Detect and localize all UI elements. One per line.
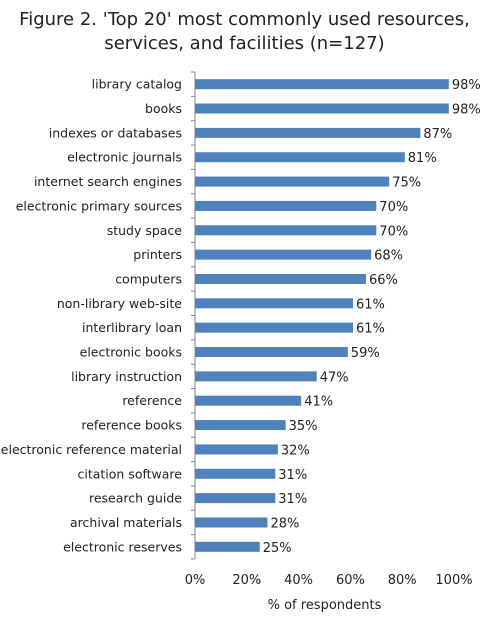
bar bbox=[195, 127, 421, 138]
bar bbox=[195, 298, 353, 309]
category-label: research guide bbox=[89, 491, 182, 506]
data-label: 28% bbox=[271, 516, 300, 531]
x-tick-label: 0% bbox=[185, 573, 206, 588]
bar bbox=[195, 468, 276, 479]
x-tick-label: 60% bbox=[336, 573, 365, 588]
bar bbox=[195, 541, 260, 552]
data-label: 35% bbox=[289, 419, 318, 434]
data-label: 98% bbox=[452, 78, 481, 93]
bar bbox=[195, 273, 366, 284]
x-tick-label: 80% bbox=[388, 573, 417, 588]
chart-title-line-1: Figure 2. 'Top 20' most commonly used re… bbox=[19, 9, 470, 30]
x-tick-label: 20% bbox=[232, 573, 261, 588]
bar bbox=[195, 371, 317, 382]
data-label: 61% bbox=[356, 322, 385, 337]
data-label: 47% bbox=[320, 370, 349, 385]
data-label: 81% bbox=[408, 151, 437, 166]
category-label: archival materials bbox=[70, 515, 182, 530]
category-label: indexes or databases bbox=[49, 125, 182, 140]
category-label: books bbox=[145, 101, 182, 116]
category-label: electronic books bbox=[80, 345, 182, 360]
data-label: 61% bbox=[356, 297, 385, 312]
x-axis-label: % of respondents bbox=[268, 598, 382, 613]
category-label: electronic primary sources bbox=[16, 198, 182, 213]
bar bbox=[195, 322, 353, 333]
data-label: 68% bbox=[374, 249, 403, 264]
bar bbox=[195, 249, 372, 260]
category-label: non-library web-site bbox=[57, 296, 182, 311]
data-label: 66% bbox=[369, 273, 398, 288]
data-label: 25% bbox=[263, 541, 292, 556]
data-label: 70% bbox=[379, 224, 408, 239]
category-label: citation software bbox=[77, 466, 182, 481]
bar bbox=[195, 152, 405, 163]
x-tick-label: 100% bbox=[435, 573, 472, 588]
bar bbox=[195, 420, 286, 431]
category-label: library catalog bbox=[92, 77, 182, 92]
category-label: electronic journals bbox=[67, 150, 182, 165]
bar bbox=[195, 103, 449, 114]
data-label: 75% bbox=[392, 176, 421, 191]
data-label: 31% bbox=[278, 492, 307, 507]
chart-title: Figure 2. 'Top 20' most commonly used re… bbox=[0, 8, 489, 56]
category-label: interlibrary loan bbox=[82, 320, 182, 335]
bar bbox=[195, 347, 348, 358]
data-label: 41% bbox=[304, 395, 333, 410]
data-label: 70% bbox=[379, 200, 408, 215]
data-label: 59% bbox=[351, 346, 380, 361]
category-label: computers bbox=[115, 271, 182, 286]
category-label: library instruction bbox=[71, 369, 182, 384]
data-label: 87% bbox=[423, 127, 452, 142]
bar bbox=[195, 79, 449, 90]
chart-title-line-2: services, and facilities (n=127) bbox=[104, 33, 385, 54]
bar bbox=[195, 444, 278, 455]
bar bbox=[195, 395, 302, 406]
category-label: electronic reference material bbox=[1, 442, 182, 457]
data-label: 98% bbox=[452, 103, 481, 118]
bar bbox=[195, 200, 377, 211]
category-label: reference books bbox=[81, 418, 182, 433]
category-label: study space bbox=[107, 223, 183, 238]
data-label: 31% bbox=[278, 468, 307, 483]
bar bbox=[195, 225, 377, 236]
bar bbox=[195, 176, 390, 187]
category-label: reference bbox=[122, 393, 182, 408]
bar bbox=[195, 517, 268, 528]
category-label: internet search engines bbox=[34, 174, 182, 189]
x-tick-label: 40% bbox=[284, 573, 313, 588]
category-label: electronic reserves bbox=[63, 539, 182, 554]
data-label: 32% bbox=[281, 443, 310, 458]
category-label: printers bbox=[133, 247, 182, 262]
bar bbox=[195, 493, 276, 504]
